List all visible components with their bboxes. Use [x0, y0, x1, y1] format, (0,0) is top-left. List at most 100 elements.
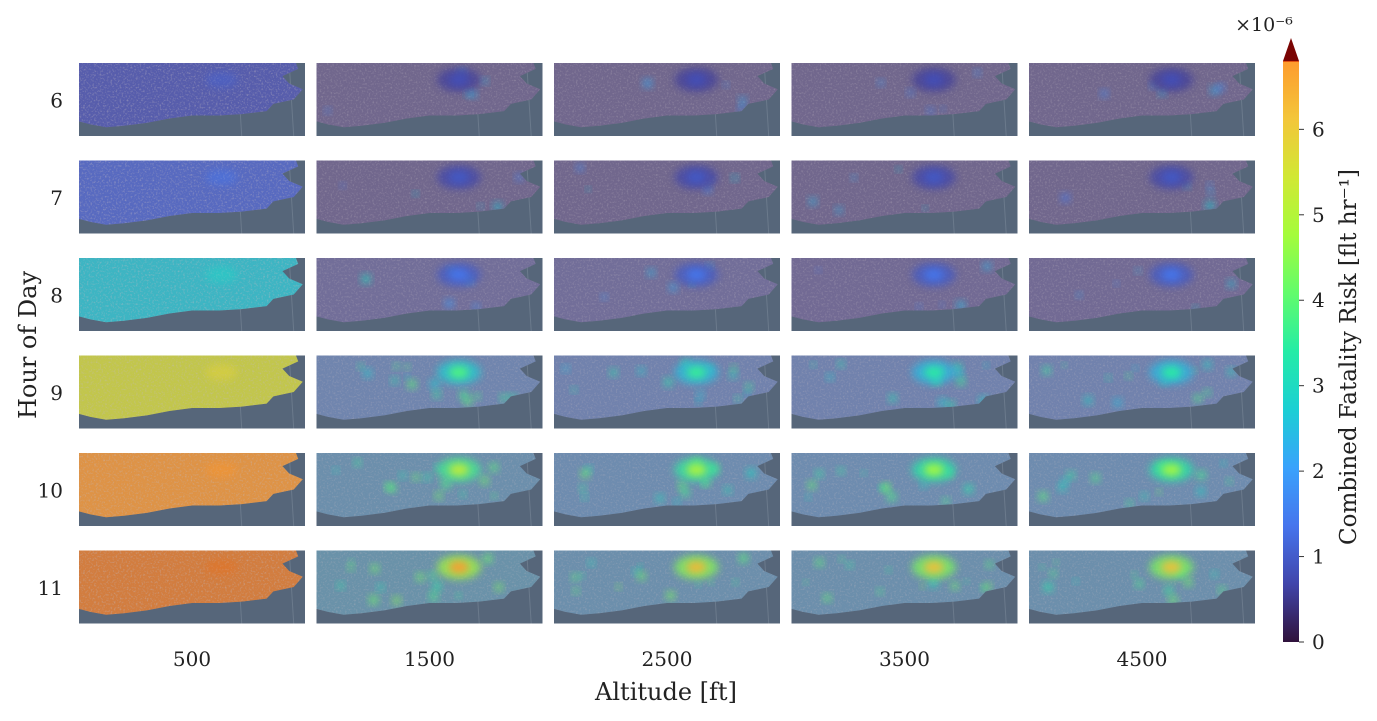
colorbar-tick-label: 4: [1312, 288, 1325, 312]
map-panel-h11-alt1500: [316, 550, 543, 624]
x-axis-label: Altitude [ft]: [594, 678, 737, 706]
map-panel-h10-alt2500: [554, 452, 780, 527]
risk-hotspot: [695, 399, 701, 405]
risk-hotspot: [744, 391, 750, 396]
risk-hotspot: [393, 363, 400, 370]
colorbar-tick-label: 1: [1312, 545, 1325, 569]
column-tick-label: 3500: [879, 647, 930, 671]
risk-hotspot: [939, 302, 944, 307]
map-panel-h11-alt2500: [554, 550, 780, 624]
risk-hotspot: [887, 492, 897, 502]
risk-hotspot: [349, 559, 354, 564]
risk-hotspot: [576, 164, 584, 172]
map-panel-h10-alt1500: [316, 452, 543, 527]
row-tick-label: 6: [50, 89, 63, 113]
map-panel-h8-alt500: [79, 257, 305, 332]
risk-hotspot: [609, 369, 618, 377]
risk-hotspot: [709, 580, 714, 585]
map-panel-h9-alt500: [79, 355, 305, 429]
row-tick-label: 9: [50, 381, 63, 405]
risk-hotspot: [588, 559, 595, 566]
risk-hotspot: [877, 588, 883, 595]
risk-hotspot: [1084, 396, 1093, 405]
london-hotspot-core: [923, 73, 944, 86]
risk-hotspot: [1192, 368, 1197, 373]
risk-hotspot: [735, 395, 741, 402]
london-hotspot-core: [205, 559, 238, 576]
london-hotspot-core: [448, 268, 469, 281]
map-panel-h8-alt1500: [316, 257, 543, 332]
risk-hotspot: [964, 484, 973, 494]
risk-hotspot: [387, 483, 397, 493]
risk-hotspot: [430, 379, 440, 389]
risk-hotspot: [1156, 489, 1162, 495]
risk-hotspot: [983, 583, 992, 591]
risk-hotspot: [1207, 182, 1213, 188]
risk-hotspot: [633, 568, 640, 575]
risk-hotspot: [469, 90, 477, 98]
risk-hotspot: [877, 79, 884, 86]
london-hotspot-core: [923, 561, 944, 574]
risk-hotspot: [1058, 483, 1067, 492]
risk-hotspot: [729, 370, 737, 379]
risk-hotspot: [696, 391, 704, 399]
risk-hotspot: [739, 96, 747, 105]
risk-hotspot: [878, 485, 883, 490]
column-tick-label: 1500: [404, 647, 455, 671]
risk-hotspot: [986, 561, 993, 568]
map-panel-h9-alt1500: [316, 355, 543, 429]
map-panel-h11-alt4500: [1029, 550, 1255, 624]
map-panel-h6-alt1500: [316, 62, 543, 137]
risk-hotspot: [370, 564, 379, 573]
column-tick-label: 500: [173, 647, 211, 671]
risk-hotspot: [333, 467, 339, 473]
risk-hotspot: [463, 397, 472, 406]
row-tick-label: 10: [38, 479, 63, 503]
risk-hotspot: [811, 362, 816, 367]
map-panel-h8-alt3500: [791, 257, 1018, 332]
risk-hotspot: [369, 595, 378, 605]
risk-hotspot: [1221, 461, 1226, 466]
risk-hotspot: [984, 363, 989, 368]
row-tick-labels: 6 7 8 9 10 11: [38, 89, 63, 601]
london-hotspot-core: [686, 366, 707, 379]
risk-hotspot: [325, 107, 331, 114]
london-hotspot-core: [448, 171, 469, 184]
risk-hotspot: [920, 584, 925, 589]
london-hotspot-core: [1161, 463, 1182, 476]
colorbar-extend-arrow: [1283, 38, 1299, 61]
risk-hotspot: [1205, 201, 1215, 211]
risk-hotspot: [920, 482, 927, 489]
risk-hotspot: [405, 374, 410, 379]
risk-hotspot: [815, 558, 824, 567]
risk-hotspot: [643, 78, 652, 88]
risk-hotspot: [1204, 389, 1211, 396]
risk-hotspot: [416, 573, 425, 582]
map-panel-h10-alt3500: [791, 452, 1018, 527]
london-hotspot-core: [1161, 366, 1182, 379]
risk-hotspot: [347, 564, 354, 571]
risk-hotspot: [861, 470, 866, 476]
risk-hotspot: [1164, 586, 1173, 595]
risk-hotspot: [1132, 572, 1137, 578]
london-hotspot-core: [686, 171, 707, 184]
risk-hotspot: [1196, 470, 1206, 480]
risk-hotspot: [377, 584, 384, 591]
risk-hotspot: [974, 69, 981, 76]
risk-hotspot: [491, 493, 497, 499]
risk-hotspot: [826, 373, 834, 381]
risk-hotspot: [851, 175, 857, 181]
london-hotspot-core: [686, 268, 707, 281]
risk-hotspot: [881, 483, 891, 492]
risk-hotspot: [361, 274, 371, 284]
risk-hotspot: [489, 463, 498, 472]
column-tick-labels: 500 1500 2500 3500 4500: [173, 647, 1168, 671]
risk-hotspot: [1168, 595, 1178, 605]
map-panel-h11-alt500: [79, 550, 305, 624]
map-panel-h8-alt4500: [1029, 257, 1255, 332]
risk-hotspot: [846, 562, 853, 568]
risk-hotspot: [702, 479, 710, 487]
risk-hotspot: [441, 480, 451, 489]
risk-hotspot: [1062, 363, 1067, 368]
